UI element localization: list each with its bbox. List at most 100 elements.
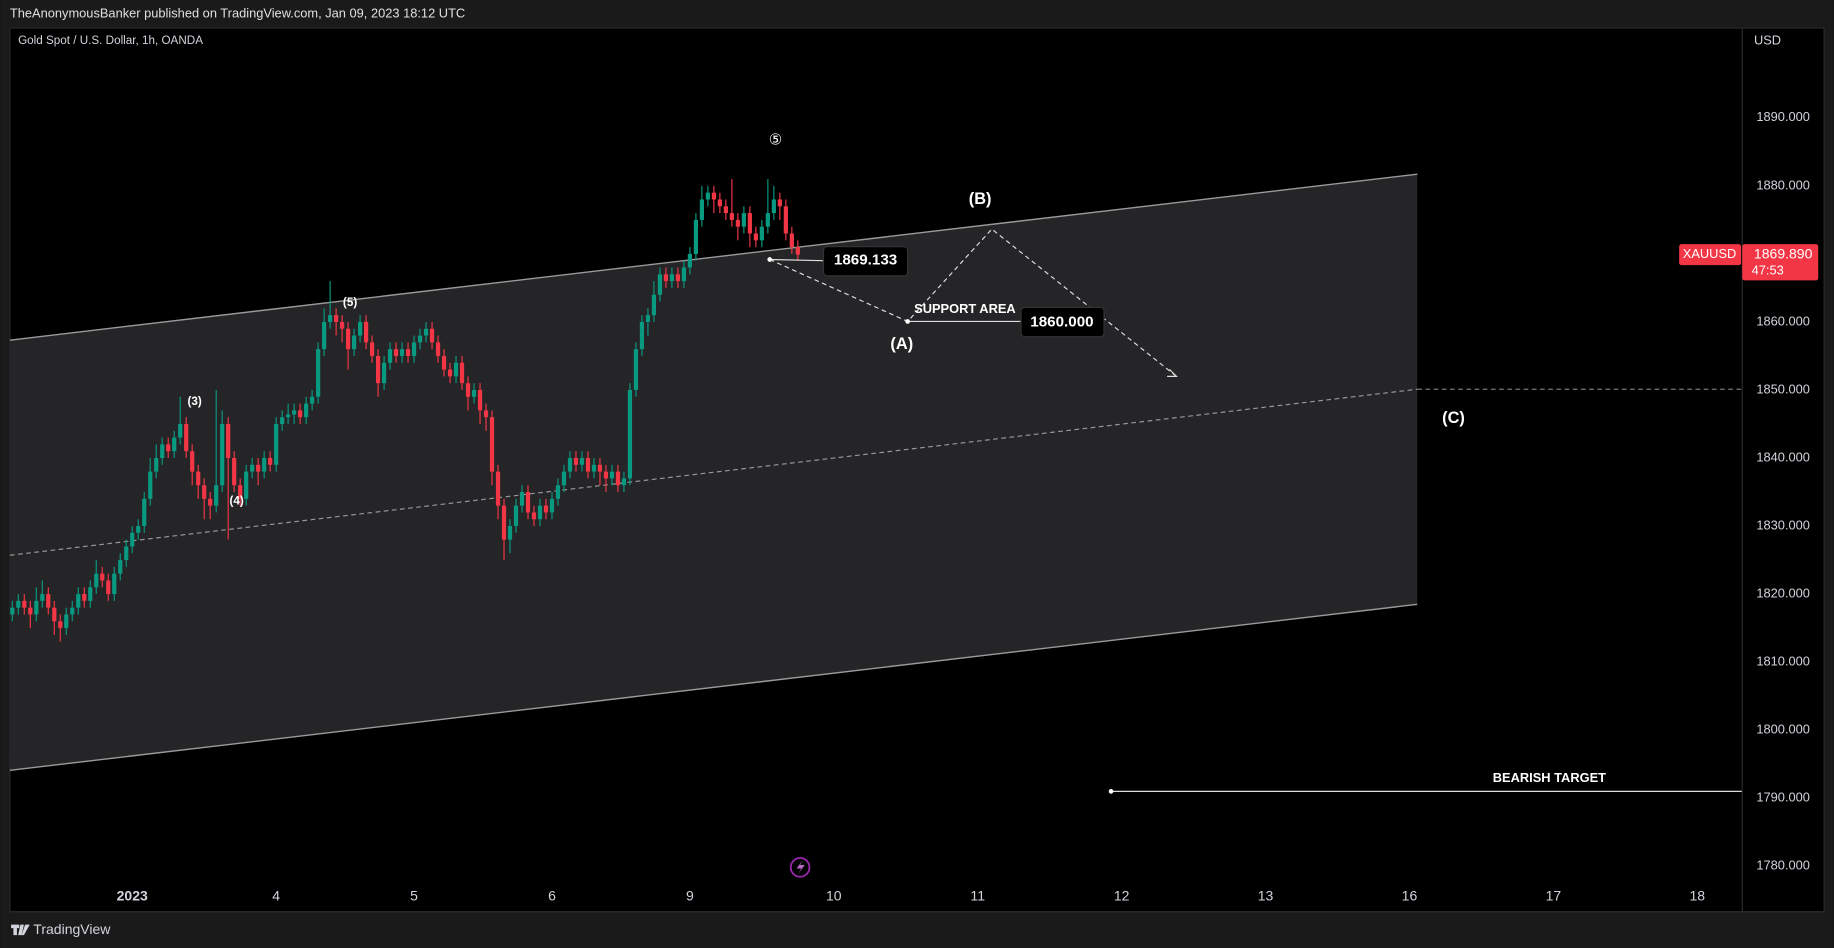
candle-body xyxy=(411,342,417,356)
candle-body xyxy=(705,192,710,200)
label-box xyxy=(822,246,909,277)
candle-body xyxy=(711,192,716,200)
candle-body xyxy=(465,383,471,397)
symbol-title: Gold Spot / U.S. Dollar, 1h, OANDA xyxy=(18,34,203,47)
candle-body xyxy=(675,274,681,282)
candle-body xyxy=(603,471,609,479)
anchor xyxy=(905,319,910,324)
candle-body xyxy=(417,335,423,343)
annotation: (3) xyxy=(187,395,201,408)
candle-body xyxy=(166,444,171,452)
candle-body xyxy=(723,206,728,214)
candle-body xyxy=(82,594,87,601)
candle-body xyxy=(10,607,15,615)
candle-body xyxy=(22,600,27,608)
candle-body xyxy=(46,594,51,608)
candle-body xyxy=(795,247,800,255)
candle-body xyxy=(34,600,39,615)
candle-body xyxy=(28,607,33,615)
candle-body xyxy=(196,471,201,486)
candle-body xyxy=(759,226,764,241)
candle-body xyxy=(172,437,177,452)
candle-body xyxy=(298,410,303,418)
y-tick-label: 1780.000 xyxy=(1756,858,1810,873)
candle-body xyxy=(513,505,519,527)
candle-body xyxy=(591,464,597,472)
candle-body xyxy=(232,458,237,486)
candle-body xyxy=(130,532,135,547)
candle-body xyxy=(238,485,243,499)
candle-body xyxy=(286,414,291,418)
logo xyxy=(11,924,30,936)
candle-body xyxy=(100,573,105,581)
y-tick-label: 1810.000 xyxy=(1756,653,1810,668)
candle-body xyxy=(717,199,722,207)
candle-body xyxy=(322,321,327,350)
candle-body xyxy=(106,580,111,595)
candle-body xyxy=(699,199,704,220)
x-tick-label: 4 xyxy=(272,887,280,903)
annotation: ⑤ xyxy=(769,131,783,148)
candle-body xyxy=(393,349,399,356)
y-tick-label: 1840.000 xyxy=(1756,449,1810,464)
candle-body xyxy=(597,464,603,472)
price-tag xyxy=(1742,244,1819,281)
candle-body xyxy=(142,498,147,527)
candle-body xyxy=(184,423,189,452)
candle-body xyxy=(405,349,411,356)
leader-line xyxy=(769,258,824,262)
candle-body xyxy=(292,410,297,415)
candle-body xyxy=(58,621,63,629)
y-tick-label: 1890.000 xyxy=(1756,109,1810,124)
candle-body xyxy=(495,471,501,506)
y-tick-label: 1800.000 xyxy=(1756,722,1810,737)
candle-body xyxy=(375,355,381,384)
candles xyxy=(10,179,800,642)
candle-body xyxy=(76,594,81,608)
candle-body xyxy=(471,389,477,397)
annotation: (4) xyxy=(230,495,244,508)
candle-body xyxy=(256,464,261,472)
x-tick-label: 5 xyxy=(410,887,418,903)
candle-body xyxy=(124,546,129,561)
candle-body xyxy=(771,199,776,214)
arrow-head xyxy=(1167,368,1178,377)
channel-mid xyxy=(9,388,1418,556)
annotation: (A) xyxy=(890,335,913,353)
candle-body xyxy=(88,587,93,601)
candle-body xyxy=(220,423,225,486)
candle-body xyxy=(789,233,794,248)
y-tick-label: 1850.000 xyxy=(1756,381,1810,396)
projection xyxy=(769,228,1177,377)
candle-body xyxy=(765,213,770,227)
candle-body xyxy=(94,573,99,588)
candle-body xyxy=(435,342,441,356)
candle-body xyxy=(567,458,573,472)
candle-body xyxy=(447,369,453,377)
candle-body xyxy=(357,321,363,336)
candle-body xyxy=(268,458,273,465)
candle-body xyxy=(621,478,627,486)
candle-body xyxy=(489,417,495,472)
candle-body xyxy=(747,213,752,234)
annotation: BEARISH TARGET xyxy=(1493,770,1606,785)
candle-body xyxy=(609,471,615,479)
event-icon[interactable] xyxy=(789,857,811,878)
x-tick-label: 11 xyxy=(970,887,985,903)
y-tick-label: 1860.000 xyxy=(1756,313,1810,328)
candle-body xyxy=(208,498,213,506)
candle-body xyxy=(316,349,321,397)
annotation: (5) xyxy=(343,296,357,309)
candle-body xyxy=(250,464,255,472)
candle-body xyxy=(459,362,465,384)
candle-body xyxy=(549,498,555,513)
x-tick-label: 9 xyxy=(686,887,694,903)
candle-body xyxy=(645,315,651,322)
candle-body xyxy=(16,600,21,608)
candle-body xyxy=(531,512,537,520)
price-tag-text: 1869.890 xyxy=(1754,245,1813,261)
candle-body xyxy=(651,294,657,316)
candle-body xyxy=(112,573,117,595)
candle-body xyxy=(70,607,75,615)
y-tick-label: 1880.000 xyxy=(1756,177,1810,192)
